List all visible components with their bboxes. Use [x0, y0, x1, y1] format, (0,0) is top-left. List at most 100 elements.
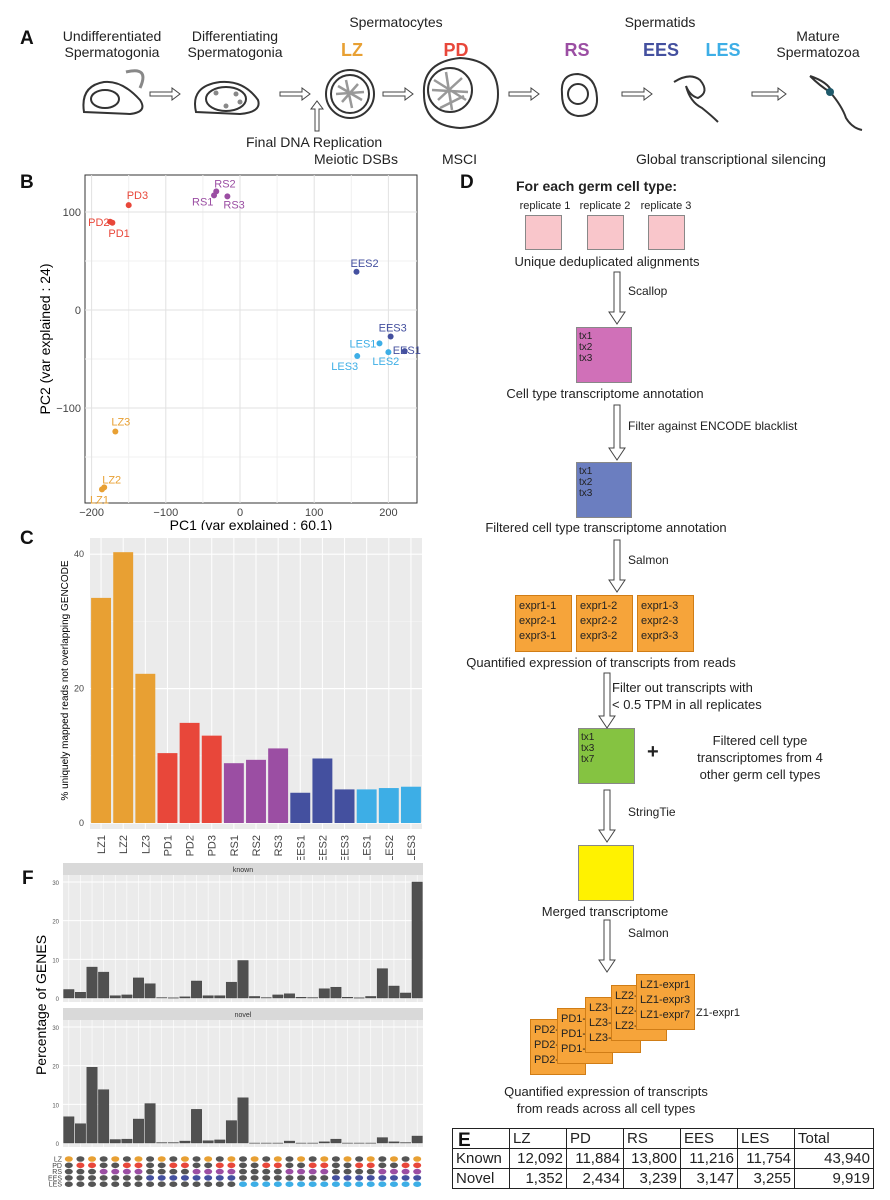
matrix-dot — [157, 1181, 166, 1187]
matrix-dot — [308, 1162, 317, 1169]
matrix-dot — [99, 1175, 108, 1181]
workflow-heading: For each germ cell type: — [516, 178, 678, 194]
matrix-dot — [285, 1162, 294, 1169]
panel-label-f: F — [22, 868, 34, 889]
matrix-dot — [146, 1162, 155, 1169]
bar — [330, 1138, 342, 1144]
bar-les2 — [378, 788, 399, 823]
matrix-dot — [157, 1175, 166, 1181]
table-cell: 1,352 — [509, 1168, 567, 1189]
facet-label: novel — [235, 1012, 252, 1019]
y-tick-label: 20 — [52, 1065, 59, 1071]
matrix-dot — [308, 1175, 317, 1181]
matrix-dot — [355, 1181, 364, 1187]
bar — [376, 1137, 388, 1144]
bar-les3 — [400, 786, 421, 823]
bar — [202, 995, 214, 999]
matrix-dot — [389, 1162, 398, 1169]
spermatozoa-icon — [809, 75, 863, 131]
matrix-dot — [262, 1156, 271, 1162]
y-tick-label: 0 — [56, 997, 60, 1003]
matrix-dot — [88, 1181, 97, 1187]
plus-icon: + — [647, 741, 659, 763]
matrix-dot — [169, 1156, 178, 1162]
matrix-dot — [64, 1162, 73, 1169]
step-text-quantified: Quantified expression of transcripts fro… — [466, 655, 736, 670]
matrix-dot — [157, 1162, 166, 1169]
bar — [191, 1109, 202, 1144]
bar-pd1 — [157, 753, 178, 823]
matrix-dot — [134, 1156, 143, 1162]
bar — [109, 995, 121, 999]
y-tick-label: 30 — [52, 1026, 59, 1032]
matrix-dot — [250, 1156, 259, 1162]
matrix-dot — [355, 1162, 364, 1169]
panel-label-a: A — [20, 28, 34, 49]
bar — [202, 1140, 214, 1144]
matrix-dot — [122, 1156, 131, 1162]
matrix-dot — [146, 1181, 155, 1187]
bar-rs3 — [268, 748, 289, 823]
x-tick-label: LZ2 — [118, 835, 130, 854]
x-tick-label: LES2 — [384, 835, 396, 860]
matrix-row-label: EES — [48, 1175, 62, 1182]
matrix-dot — [343, 1162, 352, 1169]
down-arrow-icon — [598, 789, 616, 843]
matrix-dot — [250, 1175, 259, 1181]
bar — [179, 1140, 191, 1144]
y-axis-title: PC2 (var explained : 24) — [37, 264, 53, 415]
matrix-dot — [227, 1175, 236, 1181]
matrix-row-label: RS — [52, 1169, 62, 1176]
step-text-alignments: Unique deduplicated alignments — [514, 254, 700, 269]
table-cell: 3,147 — [680, 1168, 738, 1189]
others-line3: other germ cell types — [699, 767, 821, 782]
matrix-dot — [378, 1181, 387, 1187]
data-point-lz3 — [112, 428, 119, 435]
elongating-spermatid-icon — [673, 75, 719, 123]
matrix-dot — [378, 1162, 387, 1169]
matrix-dot — [122, 1162, 131, 1169]
stack-overflow-text: Z1-expr1 — [696, 1007, 741, 1019]
matrix-dot — [239, 1181, 247, 1187]
matrix-dot — [331, 1175, 340, 1181]
matrix-dot — [366, 1168, 375, 1175]
y-tick-label: 10 — [52, 1103, 59, 1109]
matrix-dot — [88, 1168, 97, 1175]
bar-lz1 — [91, 597, 112, 823]
matrix-dot — [378, 1168, 387, 1175]
matrix-dot — [76, 1175, 85, 1181]
matrix-dot — [180, 1168, 189, 1175]
table-header-cell: LES — [737, 1128, 795, 1149]
matrix-dot — [157, 1168, 166, 1175]
x-tick-label: −200 — [79, 507, 104, 519]
replicate-3-label: replicate 3 — [640, 200, 692, 212]
matrix-dot — [401, 1156, 410, 1162]
y-tick-label: 0 — [79, 818, 84, 828]
replicate-2-label: replicate 2 — [579, 200, 631, 212]
matrix-dot — [215, 1156, 224, 1162]
table-cell: 11,216 — [680, 1148, 738, 1169]
matrix-dot — [297, 1162, 306, 1169]
point-label: LES1 — [349, 338, 376, 350]
bar — [388, 985, 400, 999]
diff-line1: Differentiating — [191, 28, 279, 44]
bar — [295, 997, 307, 999]
others-line2: transcriptomes from 4 — [697, 750, 823, 765]
expr-item: expr2-1 — [519, 615, 557, 627]
table-cell: 9,919 — [794, 1168, 874, 1189]
point-label: LZ2 — [102, 474, 121, 486]
step-text-merged: Merged transcriptome — [541, 904, 669, 919]
y-axis-title: Percentage of GENES — [33, 935, 49, 1075]
facet-label: known — [233, 867, 253, 874]
bar-rs1 — [223, 763, 244, 823]
matrix-dot — [204, 1181, 213, 1187]
matrix-dot — [239, 1175, 247, 1181]
matrix-dot — [262, 1168, 271, 1175]
facet-strip — [63, 863, 423, 875]
matrix-dot — [134, 1181, 143, 1187]
data-point-les1 — [376, 340, 383, 347]
matrix-dot — [285, 1181, 294, 1187]
matrix-dot — [180, 1175, 189, 1181]
stage-ees: EES — [642, 40, 680, 60]
